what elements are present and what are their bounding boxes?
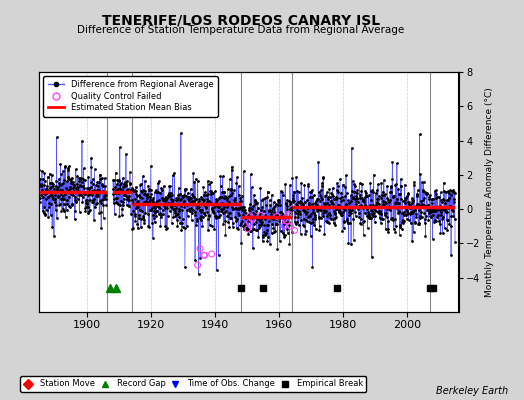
Text: Difference of Station Temperature Data from Regional Average: Difference of Station Temperature Data f…	[78, 25, 405, 35]
Point	[208, 251, 216, 257]
Text: TENERIFE/LOS RODEOS CANARY ISL: TENERIFE/LOS RODEOS CANARY ISL	[102, 14, 380, 28]
Point	[273, 213, 281, 220]
Point	[290, 227, 299, 234]
Point	[244, 226, 252, 232]
Point	[280, 223, 288, 229]
Point	[193, 262, 202, 268]
Point	[280, 216, 289, 222]
Point	[200, 252, 208, 258]
Y-axis label: Monthly Temperature Anomaly Difference (°C): Monthly Temperature Anomaly Difference (…	[485, 87, 494, 297]
Point	[286, 223, 294, 229]
Point	[246, 212, 254, 219]
Point	[285, 211, 293, 218]
Legend: Difference from Regional Average, Quality Control Failed, Estimated Station Mean: Difference from Regional Average, Qualit…	[43, 76, 218, 116]
Point	[196, 245, 204, 252]
Point	[245, 219, 254, 226]
Point	[257, 212, 265, 219]
Point	[200, 252, 209, 258]
Point	[248, 216, 257, 222]
Point	[282, 218, 291, 224]
Text: Berkeley Earth: Berkeley Earth	[436, 386, 508, 396]
Legend: Station Move, Record Gap, Time of Obs. Change, Empirical Break: Station Move, Record Gap, Time of Obs. C…	[20, 376, 366, 392]
